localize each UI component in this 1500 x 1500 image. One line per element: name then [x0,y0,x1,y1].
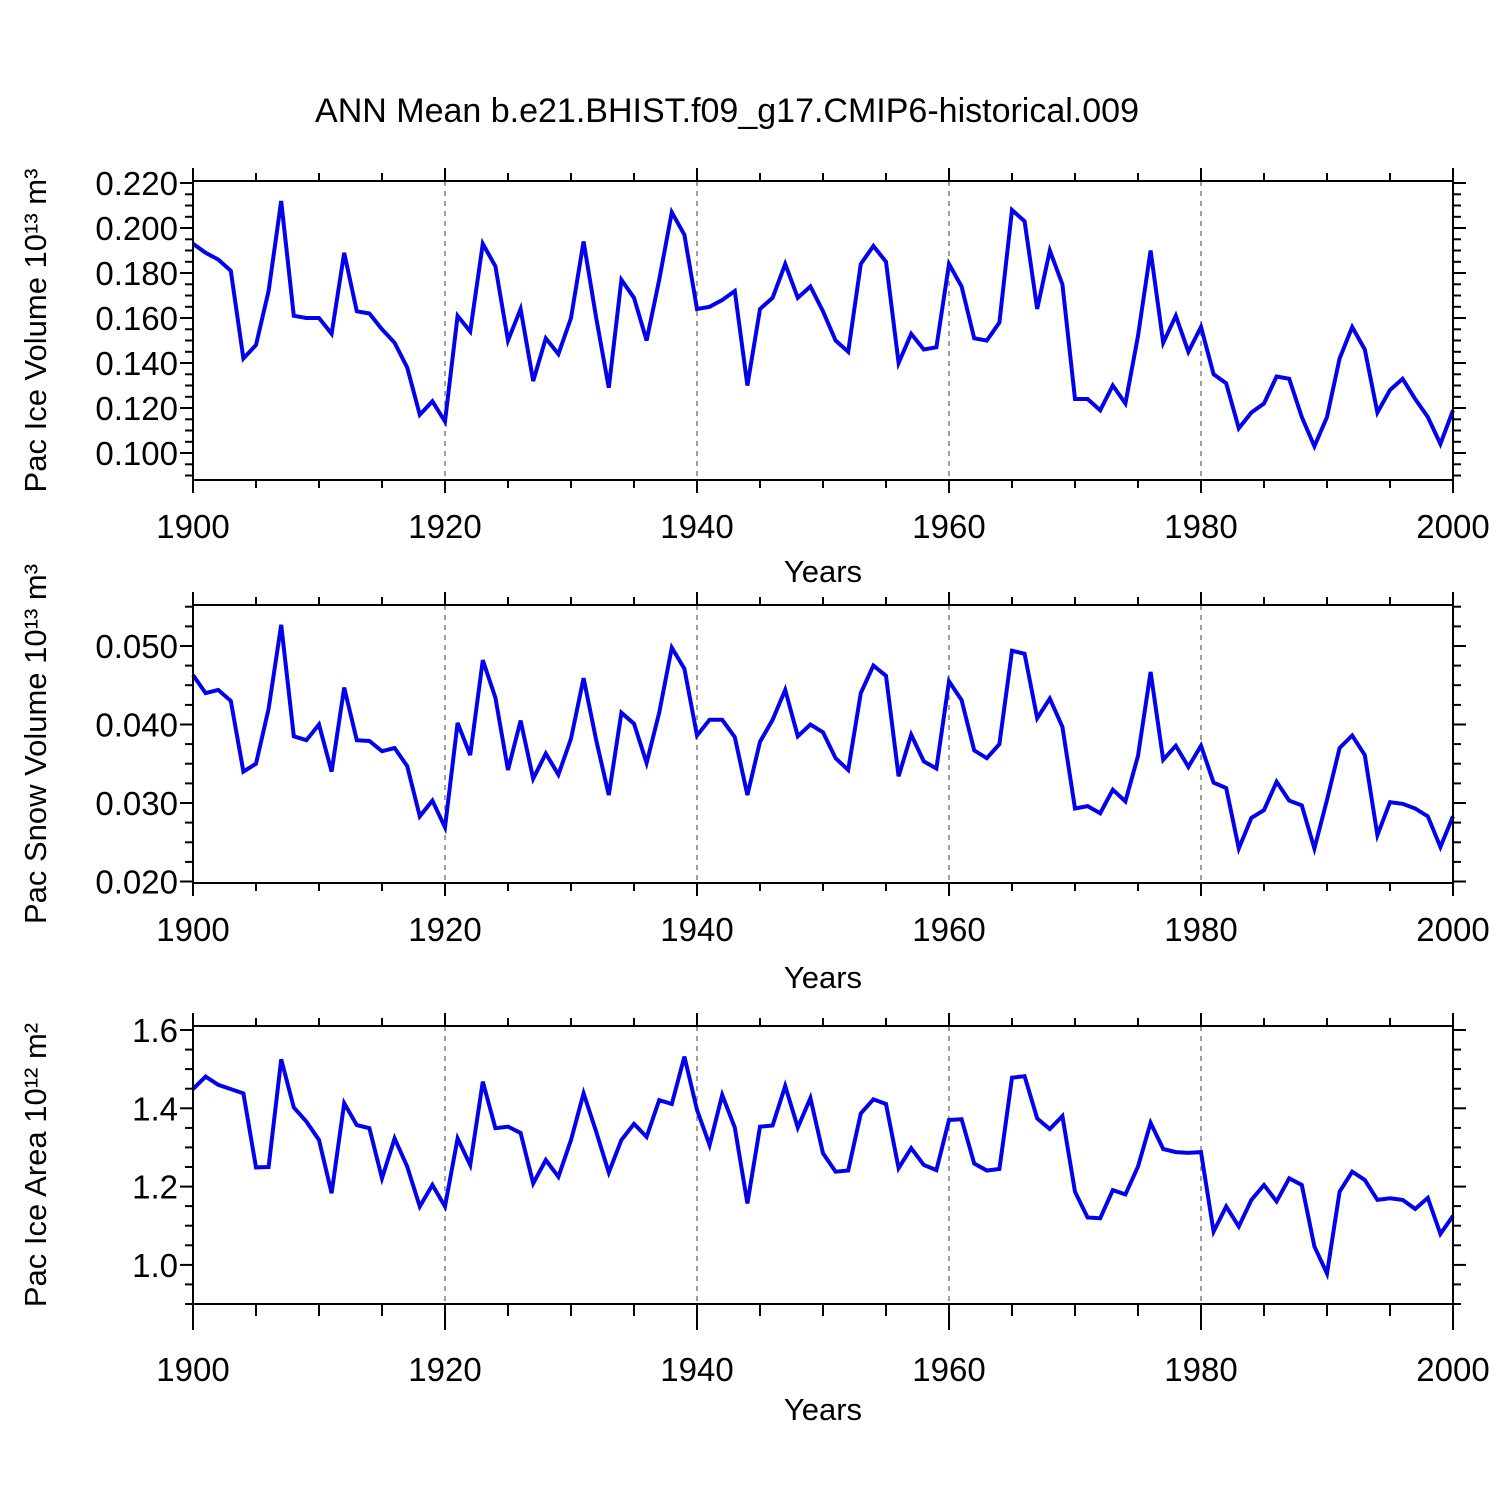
y-axis-label: Pac Ice Volume 10¹³ m³ [18,169,53,493]
y-tick-label: 0.050 [95,628,178,665]
x-tick-label: 1940 [660,1351,733,1388]
x-axis-label: Years [784,960,862,995]
x-axis-label: Years [784,1392,862,1427]
gridlines [444,181,1202,480]
y-tick-label: 0.100 [95,435,178,472]
x-tick-label: 1940 [660,508,733,545]
axis-ticks [180,168,1466,493]
y-tick-label: 0.040 [95,706,178,743]
y-tick-label: 0.180 [95,255,178,292]
x-tick-label: 1900 [156,508,229,545]
x-tick-label: 1960 [912,911,985,948]
x-tick-label: 1900 [156,911,229,948]
x-tick-label: 1960 [912,1351,985,1388]
panel-pac-ice-area: 1.0 1.2 1.4 1.6 1900 1920 1940 1960 1980 2000 Year… [18,1012,1490,1427]
x-tick-label: 1920 [408,911,481,948]
series-line-pac-ice-volume [191,200,1455,452]
y-tick-label: 1.4 [132,1090,178,1127]
plot-frame [192,1025,1454,1305]
gridlines [444,605,1202,883]
gridlines [444,1026,1202,1304]
x-tick-label: 1900 [156,1351,229,1388]
y-tick-label: 1.6 [132,1012,178,1049]
y-tick-label: 0.220 [95,165,178,202]
x-tick-label: 2000 [1416,508,1489,545]
x-tick-label: 1920 [408,508,481,545]
x-tick-label: 1980 [1164,1351,1237,1388]
axis-ticks [180,592,1466,896]
x-tick-label: 1920 [408,1351,481,1388]
y-tick-label: 0.200 [95,210,178,247]
series-line-pac-snow-volume [191,624,1455,857]
x-tick-label: 1960 [912,508,985,545]
panel-pac-snow-volume: 0.020 0.030 0.040 0.050 1900 1920 1940 1960 1980… [18,564,1490,995]
y-axis-label: Pac Snow Volume 10¹³ m³ [18,564,53,924]
y-tick-label: 1.0 [132,1247,178,1284]
chart-title: ANN Mean b.e21.BHIST.f09_g17.CMIP6-histo… [315,92,1139,130]
tick-labels: 0.020 0.030 0.040 0.050 1900 1920 1940 1960 1980… [95,628,1489,948]
tick-labels: 1.0 1.2 1.4 1.6 1900 1920 1940 1960 1980 2000 [132,1012,1490,1388]
panel-pac-ice-volume: 0.100 0.120 0.140 0.160 0.180 0.200 0.220 1900 1… [18,165,1490,589]
y-axis-label: Pac Ice Area 10¹² m² [18,1023,53,1307]
x-tick-label: 1940 [660,911,733,948]
x-tick-label: 1980 [1164,911,1237,948]
series-line-pac-ice-area [191,1056,1455,1281]
x-axis-label: Years [784,554,862,589]
y-tick-label: 0.120 [95,390,178,427]
y-tick-label: 1.2 [132,1169,178,1206]
x-tick-label: 2000 [1416,911,1489,948]
x-tick-label: 2000 [1416,1351,1489,1388]
axis-ticks [180,1013,1466,1330]
tick-labels: 0.100 0.120 0.140 0.160 0.180 0.200 0.220 1900 1… [95,165,1489,545]
y-tick-label: 0.140 [95,345,178,382]
y-tick-label: 0.160 [95,300,178,337]
x-tick-label: 1980 [1164,508,1237,545]
y-tick-label: 0.030 [95,785,178,822]
plot-frame [192,604,1454,884]
y-tick-label: 0.020 [95,864,178,901]
